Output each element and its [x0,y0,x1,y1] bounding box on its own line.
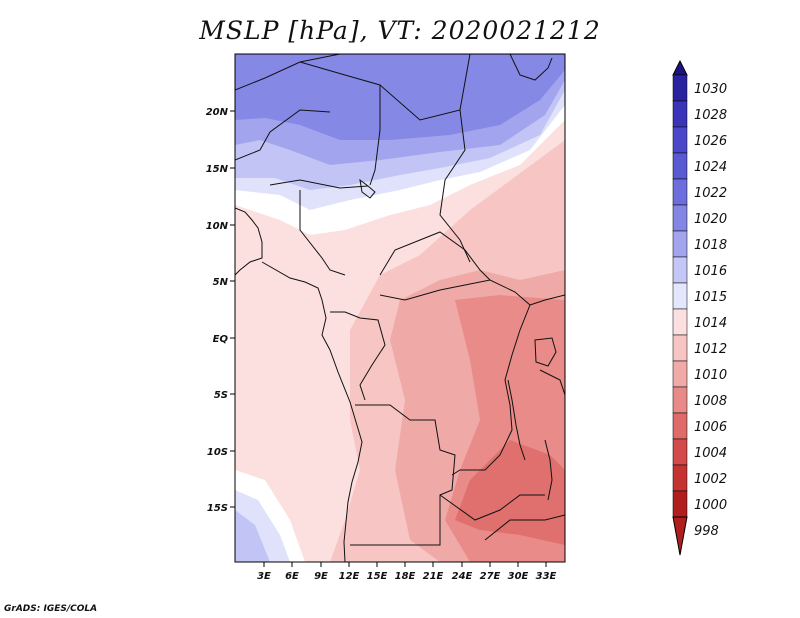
colorbar-label-1028: 1028 [694,108,727,123]
red-sea-coastline [509,54,553,81]
border-drc-north [379,279,531,306]
lon-label-15e: 15E [367,571,388,582]
lon-label-21e: 21E [423,571,444,582]
lon-label-27e: 27E [480,571,501,582]
colorbar-label-1018: 1018 [694,238,727,253]
grads-credit: GrADS: IGES/COLA [4,604,98,614]
border-sahara-algeria-niger [235,54,471,121]
border-chad-sudan [439,109,471,263]
colorbar-label-1000: 1000 [694,498,727,513]
colorbar-label-1022: 1022 [694,186,727,201]
colorbar-label-1030: 1030 [694,82,727,97]
colorbar-label-1002: 1002 [694,472,727,487]
lake-tanganyika [507,379,526,461]
border-angola [350,404,456,546]
colorbar-label-1024: 1024 [694,160,727,175]
border-mali-niger [235,109,331,161]
colorbar-label-1012: 1012 [694,342,727,357]
colorbar-seg-1022 [672,152,688,180]
colorbar-seg-1024 [672,126,688,154]
colorbar-label-1015: 1015 [694,290,727,305]
chart-title: MSLP [hPa], VT: 2020021212 [199,16,601,45]
pressure-band-1004 [455,440,565,545]
lat-label-5s: 5S [214,390,228,401]
colorbar-label-1008: 1008 [694,394,727,409]
colorbar-seg-1016 [672,230,688,258]
coastlines-and-borders [235,54,565,562]
lon-label-12e: 12E [339,571,360,582]
map-frame [234,53,566,563]
colorbar-seg-1002 [672,438,688,466]
colorbar-seg-1006 [672,386,688,414]
lat-label-10s: 10S [207,447,228,458]
colorbar-seg-1012 [672,308,688,336]
lat-label-15n: 15N [206,164,229,175]
colorbar-seg-1026 [672,100,688,128]
border-zambia-zimbabwe [439,494,565,541]
colorbar-seg-1004 [672,412,688,440]
lon-label-30e: 30E [508,571,529,582]
border-niger-chad [369,85,381,186]
lat-label-15s: 15S [207,503,228,514]
border-nigeria-cameroon [299,190,346,276]
colorbar-label-998: 998 [694,524,719,539]
colorbar-seg-1010 [672,334,688,362]
border-car [379,231,491,281]
colorbar-label-1014: 1014 [694,316,727,331]
lon-label-3e: 3E [257,571,271,582]
colorbar-label-1020: 1020 [694,212,727,227]
colorbar-seg-1015 [672,256,688,284]
atlantic-coastline [235,207,363,562]
colorbar-seg-1018 [672,204,688,232]
border-congo-drc [330,311,386,401]
pressure-field [235,54,565,562]
lon-label-9e: 9E [314,571,328,582]
pressure-band-1016-south [235,510,270,562]
colorbar-seg-1014 [672,282,688,310]
lat-label-10n: 10N [206,221,229,232]
colorbar-label-1010: 1010 [694,368,727,383]
lake-victoria [534,337,557,367]
colorbar-bottom-arrow [672,516,688,556]
colorbar-seg-1028 [672,74,688,102]
pressure-band-1020 [235,54,565,140]
border-drc-east [451,304,531,476]
lake-chad [359,178,376,199]
lat-label-eq: EQ [213,334,229,345]
lon-label-18e: 18E [395,571,416,582]
lon-label-33e: 33E [536,571,557,582]
colorbar-seg-1020 [672,178,688,206]
longitude-axis: 3E 6E 9E 12E 15E 18E 21E 24E 27E 30E 33E [257,562,557,582]
lon-label-24e: 24E [452,571,473,582]
lake-malawi [544,439,553,501]
colorbar-label-1026: 1026 [694,134,727,149]
colorbar-label-1004: 1004 [694,446,727,461]
colorbar-seg-1008 [672,360,688,388]
border-nigeria-niger [269,179,369,189]
lat-label-20n: 20N [206,107,229,118]
colorbar-top-arrow [672,59,688,76]
colorbar: 1030 1028 1026 1024 1022 1020 1018 1016 … [672,59,727,556]
latitude-axis: 20N 15N 10N 5N EQ 5S 10S 15S [206,107,235,514]
lat-label-5n: 5N [213,277,229,288]
colorbar-seg-1000 [672,464,688,492]
colorbar-label-1006: 1006 [694,420,727,435]
colorbar-seg-998 [672,490,688,518]
lon-label-6e: 6E [285,571,299,582]
colorbar-label-1016: 1016 [694,264,727,279]
border-east-africa [529,294,565,396]
